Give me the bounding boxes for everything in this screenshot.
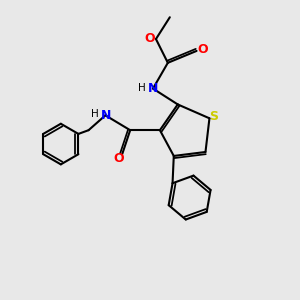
Text: O: O [197, 44, 208, 56]
Text: S: S [209, 110, 218, 123]
Text: H: H [138, 82, 146, 93]
Text: H: H [91, 109, 98, 119]
Text: N: N [101, 109, 112, 122]
Text: O: O [145, 32, 155, 44]
Text: N: N [148, 82, 158, 95]
Text: O: O [113, 152, 124, 165]
